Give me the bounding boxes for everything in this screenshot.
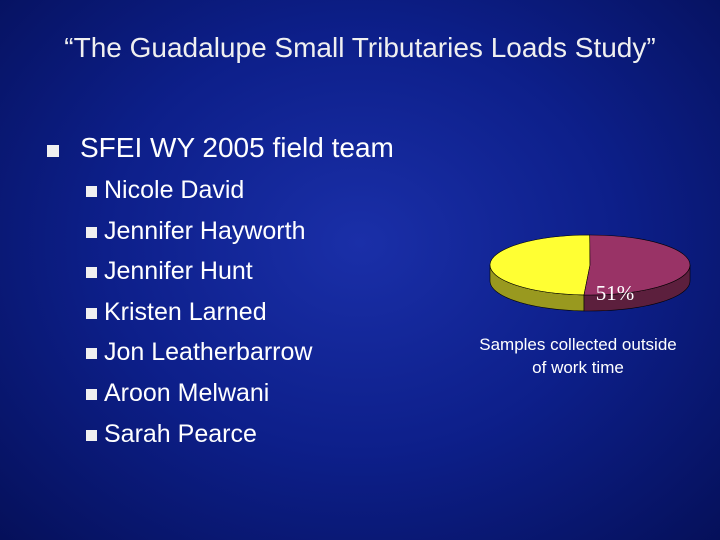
pie-slice (489, 234, 591, 296)
member-name: Nicole David (104, 176, 245, 204)
member-name: Kristen Larned (104, 297, 267, 326)
bullet-icon (86, 429, 97, 441)
member-name: Jennifer Hunt (104, 257, 253, 286)
chart-caption: Samples collected outside of work time (479, 335, 677, 377)
bullet-icon (86, 226, 97, 238)
member-name: Jon Leatherbarrow (104, 338, 313, 367)
member-name: Sarah Pearce (104, 419, 257, 448)
slide-title: “The Guadalupe Small Tributaries Loads S… (64, 32, 656, 63)
member-name: Aroon Melwani (104, 379, 270, 407)
member-name: Jennifer Hayworth (104, 216, 306, 245)
bullet-icon (86, 307, 97, 319)
bullet-icon (86, 348, 97, 360)
bullet-icon (86, 389, 97, 400)
bullet-text: SFEI WY 2005 field team (80, 132, 394, 163)
bullet-icon (86, 186, 97, 197)
bullet-icon (47, 145, 59, 157)
bullet-icon (86, 267, 97, 279)
pie-slice (583, 234, 691, 296)
value-label: 51% (596, 281, 635, 305)
